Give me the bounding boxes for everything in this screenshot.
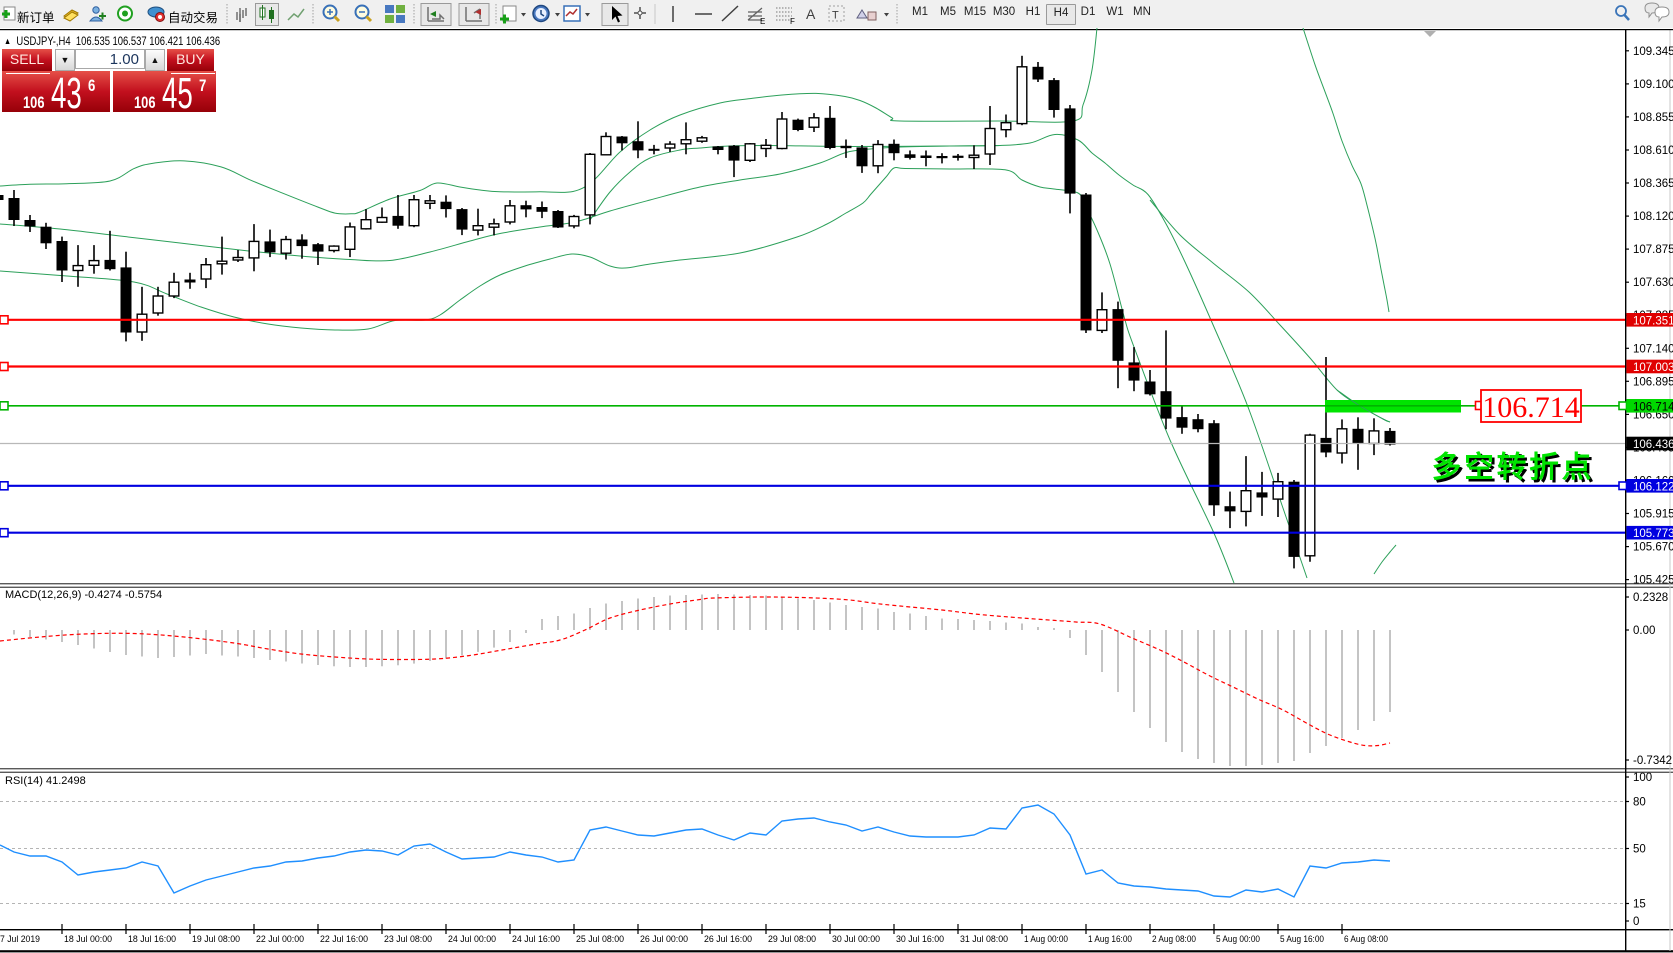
svg-text:109.345: 109.345: [1633, 46, 1673, 58]
svg-text:50: 50: [1633, 844, 1646, 856]
svg-text:26 Jul 16:00: 26 Jul 16:00: [704, 934, 752, 945]
svg-text:108.120: 108.120: [1633, 211, 1673, 223]
svg-text:18 Jul 00:00: 18 Jul 00:00: [64, 934, 112, 945]
svg-text:105.915: 105.915: [1633, 509, 1673, 521]
svg-text:106.714: 106.714: [1482, 391, 1580, 424]
svg-text:多空转折点: 多空转折点: [1432, 451, 1595, 484]
svg-text:107.875: 107.875: [1633, 244, 1673, 256]
svg-text:19 Jul 08:00: 19 Jul 08:00: [192, 934, 240, 945]
svg-text:1 Aug 16:00: 1 Aug 16:00: [1088, 934, 1132, 945]
svg-text:2 Aug 08:00: 2 Aug 08:00: [1152, 934, 1196, 945]
svg-text:80: 80: [1633, 797, 1646, 809]
svg-text:24 Jul 00:00: 24 Jul 00:00: [448, 934, 496, 945]
svg-text:106.714: 106.714: [1633, 401, 1673, 413]
svg-text:107.351: 107.351: [1633, 315, 1673, 327]
svg-text:RSI(14) 41.2498: RSI(14) 41.2498: [5, 775, 86, 787]
svg-text:105.425: 105.425: [1633, 575, 1673, 587]
svg-text:24 Jul 16:00: 24 Jul 16:00: [512, 934, 560, 945]
svg-text:108.610: 108.610: [1633, 145, 1673, 157]
svg-text:-0.7342: -0.7342: [1633, 755, 1672, 767]
svg-text:MACD(12,26,9) -0.4274 -0.5754: MACD(12,26,9) -0.4274 -0.5754: [5, 589, 162, 601]
svg-text:30 Jul 00:00: 30 Jul 00:00: [832, 934, 880, 945]
svg-text:22 Jul 16:00: 22 Jul 16:00: [320, 934, 368, 945]
svg-text:25 Jul 08:00: 25 Jul 08:00: [576, 934, 624, 945]
svg-text:107.003: 107.003: [1633, 362, 1673, 374]
svg-text:100: 100: [1633, 772, 1652, 784]
svg-text:5 Aug 00:00: 5 Aug 00:00: [1216, 934, 1260, 945]
svg-text:0.00: 0.00: [1633, 625, 1655, 637]
svg-text:106.436: 106.436: [1633, 439, 1673, 451]
svg-text:23 Jul 08:00: 23 Jul 08:00: [384, 934, 432, 945]
svg-text:107.630: 107.630: [1633, 277, 1673, 289]
svg-text:105.670: 105.670: [1633, 542, 1673, 554]
svg-text:A: A: [806, 6, 816, 22]
svg-text:1 Aug 00:00: 1 Aug 00:00: [1024, 934, 1068, 945]
svg-text:106.895: 106.895: [1633, 376, 1673, 388]
svg-text:107.140: 107.140: [1633, 343, 1673, 355]
svg-text:7 Jul 2019: 7 Jul 2019: [0, 934, 40, 945]
svg-text:E: E: [760, 17, 765, 26]
svg-text:6 Aug 08:00: 6 Aug 08:00: [1344, 934, 1388, 945]
svg-text:F: F: [790, 17, 795, 26]
svg-text:105.773: 105.773: [1633, 528, 1673, 540]
svg-text:108.855: 108.855: [1633, 112, 1673, 124]
svg-text:30 Jul 16:00: 30 Jul 16:00: [896, 934, 944, 945]
svg-text:22 Jul 00:00: 22 Jul 00:00: [256, 934, 304, 945]
svg-text:108.365: 108.365: [1633, 178, 1673, 190]
svg-text:31 Jul 08:00: 31 Jul 08:00: [960, 934, 1008, 945]
svg-text:T: T: [832, 10, 839, 22]
svg-text:106.122: 106.122: [1633, 481, 1673, 493]
svg-text:0.2328: 0.2328: [1633, 592, 1668, 604]
svg-text:5 Aug 16:00: 5 Aug 16:00: [1280, 934, 1324, 945]
svg-text:18 Jul 16:00: 18 Jul 16:00: [128, 934, 176, 945]
svg-text:0: 0: [1633, 916, 1639, 928]
svg-text:26 Jul 00:00: 26 Jul 00:00: [640, 934, 688, 945]
svg-text:15: 15: [1633, 899, 1646, 911]
svg-text:29 Jul 08:00: 29 Jul 08:00: [768, 934, 816, 945]
svg-text:109.100: 109.100: [1633, 79, 1673, 91]
